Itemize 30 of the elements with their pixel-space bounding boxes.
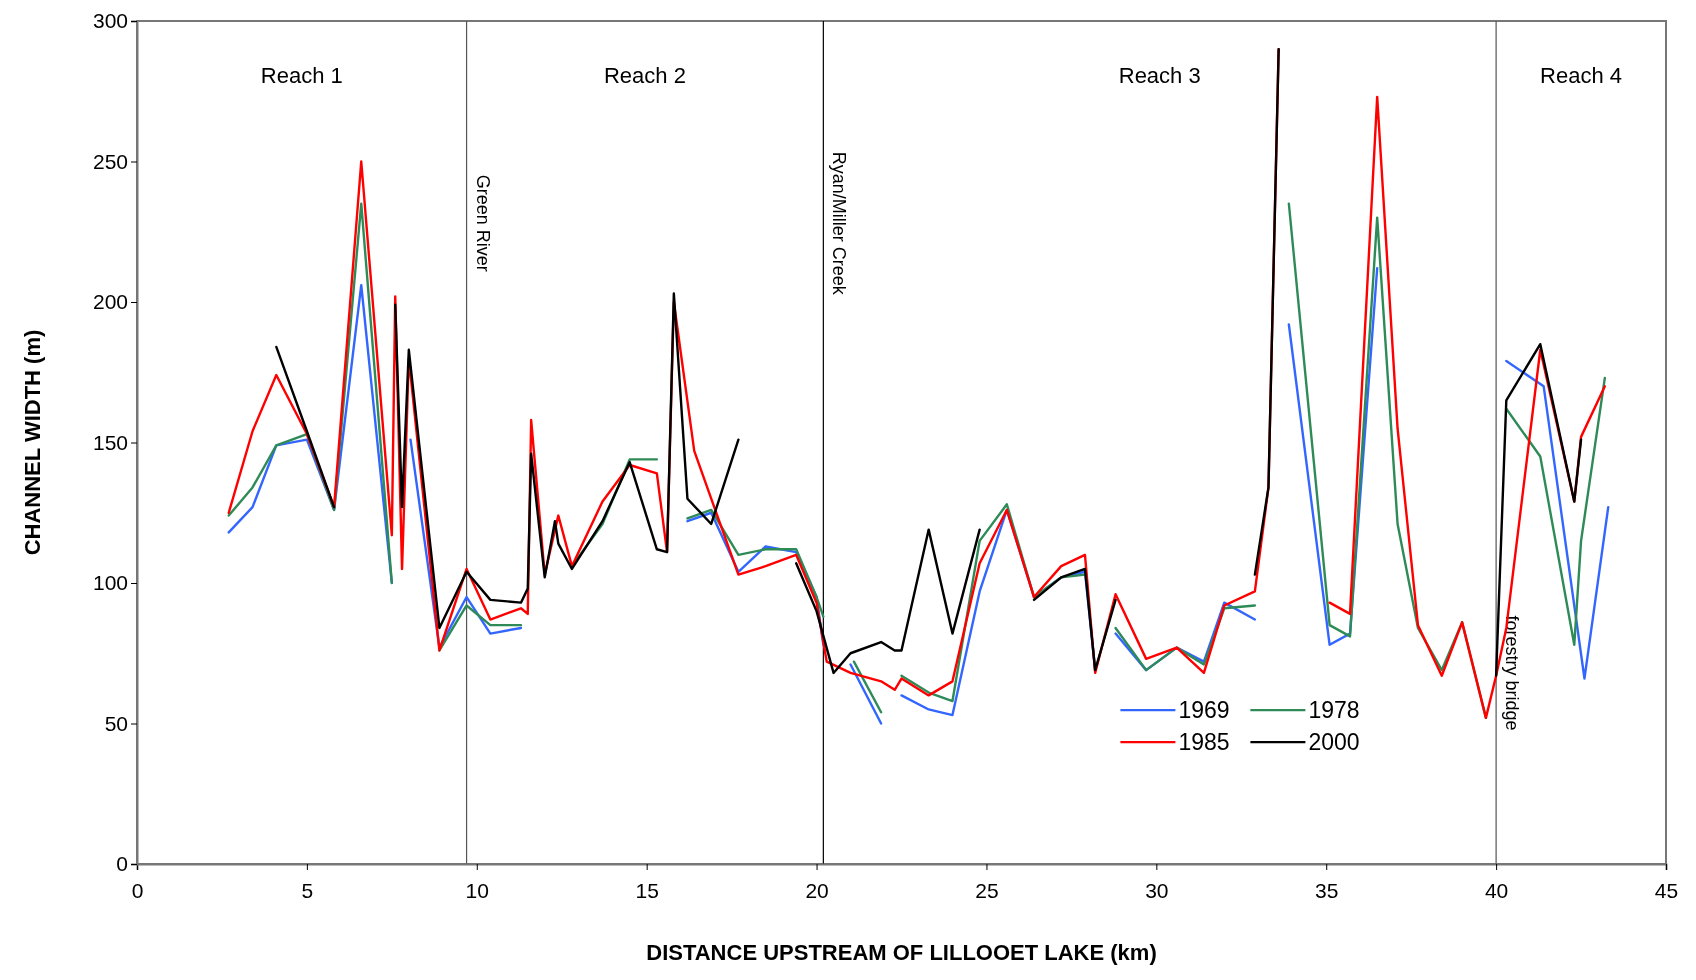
- legend-label: 2000: [1308, 729, 1360, 756]
- x-tick-label: 0: [131, 879, 144, 903]
- ref-line-label: Green River: [472, 174, 493, 272]
- legend-label: 1969: [1178, 697, 1230, 724]
- y-tick-label: 50: [104, 711, 128, 735]
- x-tick-label: 35: [1315, 879, 1339, 903]
- x-axis-title: DISTANCE UPSTREAM OF LILLOOET LAKE (km): [646, 940, 1157, 965]
- y-tick-label: 300: [92, 9, 128, 33]
- x-tick-label: 15: [635, 879, 659, 903]
- y-tick-label: 0: [116, 852, 128, 876]
- x-tick-label: 30: [1145, 879, 1169, 903]
- x-tick-label: 45: [1654, 879, 1679, 903]
- ref-line-label: Ryan/Miller Creek: [829, 151, 850, 296]
- annotation: Reach 2: [603, 63, 686, 88]
- annotation: Reach 3: [1118, 63, 1201, 88]
- ref-line-label: forestry bridge: [1502, 615, 1523, 731]
- y-tick-label: 250: [92, 149, 128, 173]
- x-tick-label: 40: [1484, 879, 1509, 903]
- x-tick-label: 25: [975, 879, 999, 903]
- annotation: Reach 1: [260, 63, 343, 88]
- annotation: Reach 4: [1540, 63, 1623, 88]
- x-tick-label: 10: [465, 879, 489, 903]
- x-tick-label: 20: [805, 879, 829, 903]
- y-axis-title: CHANNEL WIDTH (m): [20, 329, 45, 556]
- legend-label: 1978: [1308, 697, 1360, 724]
- x-tick-label: 5: [301, 879, 314, 903]
- y-tick-label: 100: [92, 571, 128, 595]
- legend-label: 1985: [1178, 729, 1230, 756]
- y-tick-label: 150: [92, 430, 128, 454]
- y-tick-label: 200: [92, 290, 128, 314]
